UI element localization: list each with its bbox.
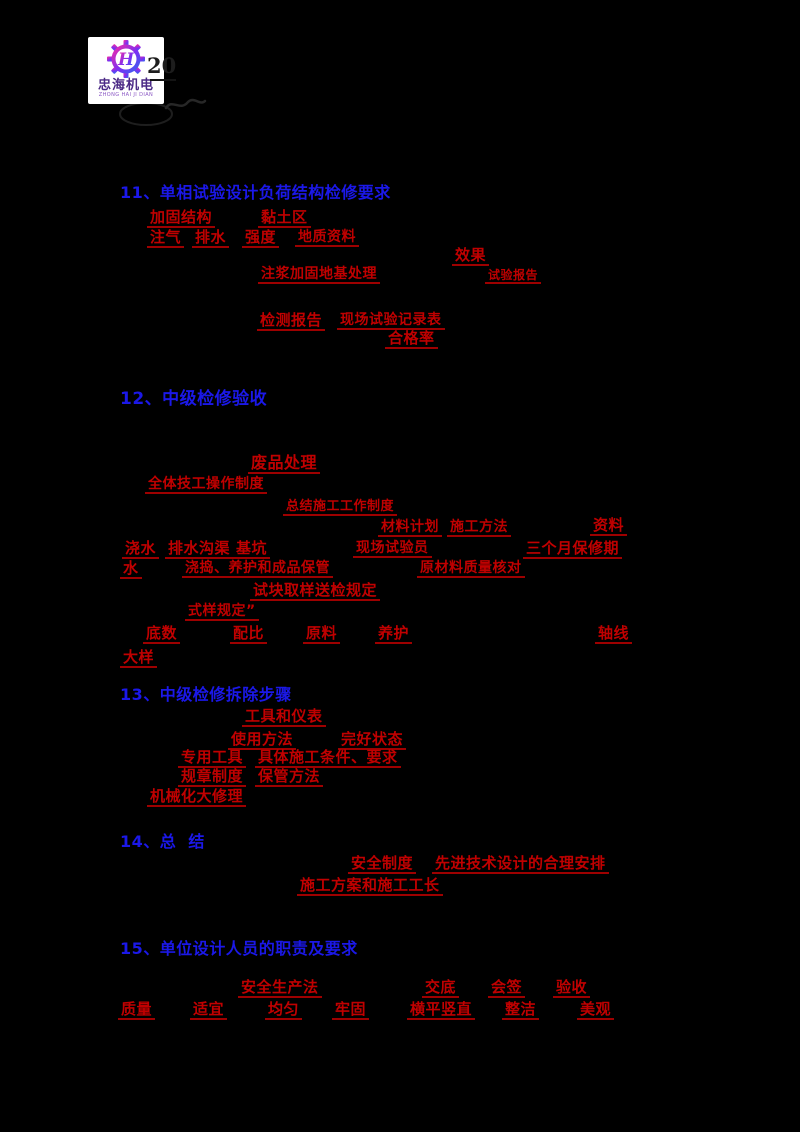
blank-answer: 质量 — [118, 1002, 156, 1020]
blank-answer: 机械化大修理 — [147, 789, 247, 807]
blank-answer: 工具和仪表 — [242, 709, 326, 727]
blank-answer: 加固结构 — [147, 210, 216, 228]
blank-answer: 强度 — [242, 230, 280, 248]
blank-answer: 注气 — [147, 230, 185, 248]
header-rule — [150, 79, 176, 81]
blank-answer: 全体技工操作制度 — [145, 477, 267, 494]
blank-answer: 浇捣、养护和成品保管 — [182, 561, 333, 578]
blank-answer: 原材料质量核对 — [417, 561, 525, 578]
blank-answer: 式样规定” — [185, 604, 259, 621]
blank-answer: 适宜 — [190, 1002, 228, 1020]
blank-answer: 使用方法 — [228, 732, 297, 750]
section-heading-s14: 14、总 结 — [120, 832, 205, 851]
blank-answer: 养护 — [375, 626, 413, 644]
blank-answer: 现场试验员 — [353, 541, 432, 558]
blank-answer: 均匀 — [265, 1002, 303, 1020]
section-heading-s12: 12、中级检修验收 — [120, 389, 268, 409]
blank-answer: 现场试验记录表 — [337, 313, 445, 330]
section-heading-s11: 11、单相试验设计负荷结构检修要求 — [120, 183, 391, 202]
company-logo-card: H 忠海机电 ZHONG HAI JI DIAN — [88, 37, 164, 104]
blank-answer: 注浆加固地基处理 — [258, 267, 380, 284]
blank-answer: 交底 — [422, 980, 460, 998]
blank-answer: 安全生产法 — [238, 980, 322, 998]
header-year-fragment: 20 — [147, 53, 177, 78]
blank-answer: 美观 — [577, 1002, 615, 1020]
blank-answer: 会签 — [488, 980, 526, 998]
blank-answer: 排水沟渠 — [165, 541, 234, 559]
blank-answer: 安全制度 — [348, 856, 417, 874]
blank-answer: 黏土区 — [258, 210, 311, 228]
blank-answer: 原料 — [303, 626, 341, 644]
blank-answer: 三个月保修期 — [523, 541, 623, 559]
blank-answer: 先进技术设计的合理安排 — [432, 856, 609, 874]
blank-answer: 合格率 — [385, 331, 438, 349]
blank-answer: 规章制度 — [178, 769, 247, 787]
section-heading-s13: 13、中级检修拆除步骤 — [120, 685, 292, 704]
blank-answer: 保管方法 — [255, 769, 324, 787]
blank-answer: 排水 — [192, 230, 230, 248]
blank-answer: 大样 — [120, 650, 158, 668]
blank-answer: 施工方案和施工工长 — [297, 878, 443, 896]
blank-answer: 总结施工工作制度 — [283, 500, 398, 516]
blank-answer: 轴线 — [595, 626, 633, 644]
company-name-cn: 忠海机电 — [97, 78, 154, 93]
blank-answer: 具体施工条件、要求 — [255, 750, 401, 768]
blank-answer: 资料 — [590, 518, 628, 536]
blank-answer: 整洁 — [502, 1002, 540, 1020]
blank-answer: 浇水 — [122, 541, 160, 559]
blank-answer: 完好状态 — [338, 732, 407, 750]
blank-answer: 水 — [120, 561, 142, 579]
stamp-circle-icon — [119, 102, 173, 126]
svg-text:H: H — [117, 50, 135, 70]
blank-answer: 基坑 — [233, 541, 271, 559]
blank-answer: 试块取样送检规定 — [250, 583, 381, 601]
blank-answer: 验收 — [553, 980, 591, 998]
blank-answer: 检测报告 — [257, 313, 326, 331]
blank-answer: 配比 — [230, 626, 268, 644]
blank-answer: 横平竖直 — [407, 1002, 476, 1020]
blank-answer: 施工方法 — [447, 520, 511, 537]
gear-icon: H — [107, 40, 145, 78]
company-name-en: ZHONG HAI JI DIAN — [98, 92, 154, 98]
blank-answer: 效果 — [452, 248, 490, 266]
blank-answer: 材料计划 — [378, 520, 442, 537]
signature-scribble-icon — [164, 98, 207, 110]
blank-answer: 试验报告 — [485, 269, 542, 284]
blank-answer: 专用工具 — [178, 750, 247, 768]
blank-answer: 牢固 — [332, 1002, 370, 1020]
blank-answer: 废品处理 — [248, 455, 321, 474]
blank-answer: 底数 — [143, 626, 181, 644]
section-heading-s15: 15、单位设计人员的职责及要求 — [120, 939, 358, 958]
blank-answer: 地质资料 — [295, 230, 359, 247]
